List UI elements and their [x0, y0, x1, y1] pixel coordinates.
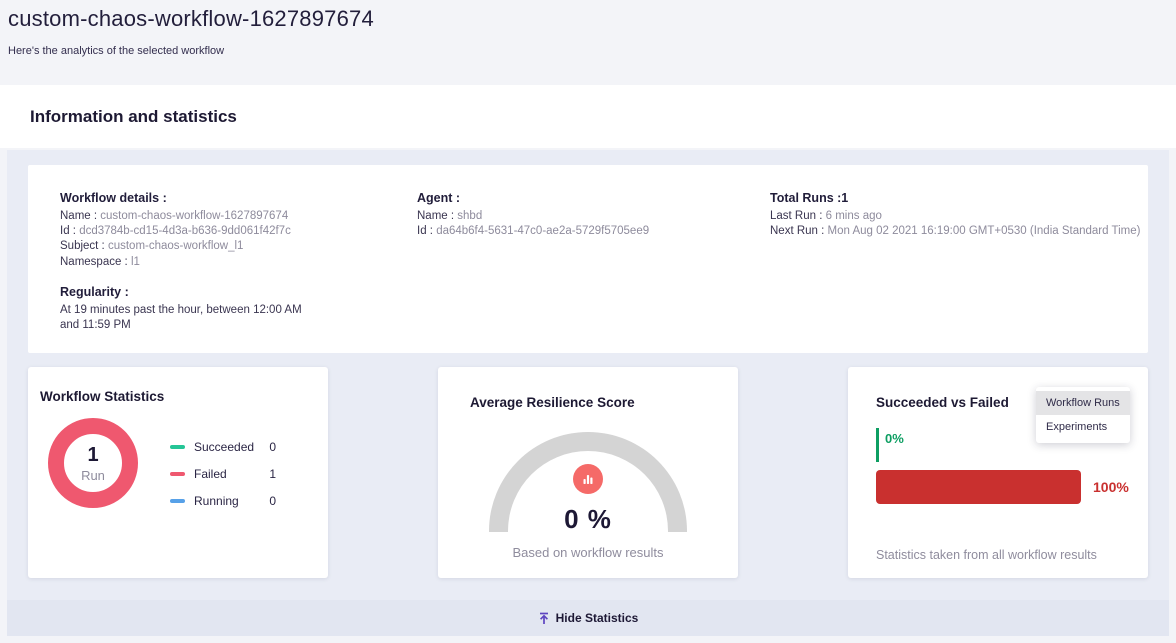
- next-run-row: Next Run : Mon Aug 02 2021 16:19:00 GMT+…: [770, 225, 1141, 238]
- detail-row-subject: Subject : custom-chaos-workflow_l1: [60, 240, 244, 253]
- detail-row-namespace: Namespace : l1: [60, 255, 140, 268]
- content-area: Workflow details : Name : custom-chaos-w…: [7, 150, 1169, 636]
- experiments-menu-item[interactable]: Experiments: [1046, 421, 1108, 433]
- hide-statistics-button[interactable]: Hide Statistics: [538, 611, 639, 625]
- workflow-statistics-title: Workflow Statistics: [40, 389, 165, 404]
- legend-row-failed: Failed 1: [170, 467, 276, 481]
- legend-row-running: Running 0: [170, 494, 276, 508]
- section-title: Information and statistics: [30, 106, 237, 126]
- agent-row-name: Name : shbd: [417, 210, 483, 222]
- succeeded-bar-label: 0%: [885, 431, 904, 446]
- last-run-row: Last Run : 6 mins ago: [770, 210, 882, 222]
- donut-center-value: 1: [87, 443, 99, 466]
- failed-bar: [876, 470, 1081, 504]
- page-header: custom-chaos-workflow-1627897674 Here's …: [0, 0, 1176, 85]
- total-runs-column: Total Runs :1 Last Run : 6 mins ago Next…: [770, 191, 1148, 353]
- donut-legend: Succeeded 0 Failed 1 Running 0: [170, 440, 276, 521]
- donut-center-label: Run: [81, 467, 105, 483]
- detail-row-name: Name : custom-chaos-workflow-1627897674: [60, 210, 289, 222]
- workflow-runs-menu-item[interactable]: Workflow Runs: [1036, 391, 1130, 415]
- bar-chart-icon: [573, 464, 603, 494]
- legend-row-succeeded: Succeeded 0: [170, 440, 276, 454]
- workflow-details-column: Workflow details : Name : custom-chaos-w…: [60, 191, 417, 353]
- statistics-footer-bar: Hide Statistics: [7, 600, 1169, 636]
- resilience-gauge-chart: 0 %: [489, 432, 687, 534]
- section-band: Information and statistics: [0, 85, 1176, 148]
- succeeded-vs-failed-title: Succeeded vs Failed: [876, 395, 1009, 410]
- workflow-statistics-card: Workflow Statistics 1 Run Succeeded 0 Fa…: [28, 367, 328, 578]
- resilience-score-caption: Based on workflow results: [512, 545, 664, 560]
- page-subtitle: Here's the analytics of the selected wor…: [8, 45, 225, 57]
- runs-donut-chart: 1 Run: [48, 418, 138, 508]
- agent-row-id: Id : da64b6f4-5631-47c0-ae2a-5729f5705ee…: [417, 225, 650, 238]
- chart-type-dropdown-menu: Workflow Runs Experiments: [1036, 387, 1130, 443]
- resilience-score-value: 0 %: [564, 504, 612, 534]
- workflow-statistics-body: 1 Run Succeeded 0 Failed 1: [40, 418, 328, 521]
- resilience-score-title: Average Resilience Score: [470, 395, 635, 410]
- statistics-cards-row: Workflow Statistics 1 Run Succeeded 0 Fa…: [28, 367, 1148, 578]
- workflow-details-panel: Workflow details : Name : custom-chaos-w…: [28, 165, 1148, 353]
- resilience-score-card: Average Resilience Score 0 % Based on wo…: [438, 367, 738, 578]
- regularity-heading: Regularity :: [60, 284, 129, 299]
- regularity-text: At 19 minutes past the hour, between 12:…: [60, 303, 302, 332]
- failed-bar-label: 100%: [1093, 479, 1129, 495]
- page-title: custom-chaos-workflow-1627897674: [8, 6, 374, 31]
- detail-row-id: Id : dcd3784b-cd15-4d3a-b636-9dd061f42f7…: [60, 225, 291, 238]
- succeeded-vs-failed-card: Succeeded vs Failed Workflow Runs Experi…: [848, 367, 1148, 578]
- workflow-details-heading: Workflow details :: [60, 191, 167, 205]
- succeeded-vs-failed-caption: Statistics taken from all workflow resul…: [876, 548, 1097, 562]
- succeeded-marker-icon: [170, 445, 185, 449]
- hide-statistics-label: Hide Statistics: [555, 611, 639, 625]
- regularity-block: Regularity : At 19 minutes past the hour…: [60, 285, 417, 333]
- total-runs-heading: Total Runs :1: [770, 191, 849, 205]
- failed-bar-row: 100%: [876, 470, 1148, 504]
- running-marker-icon: [170, 499, 185, 503]
- agent-column: Agent : Name : shbd Id : da64b6f4-5631-4…: [417, 191, 770, 353]
- arrow-up-to-bar-icon: [538, 612, 550, 625]
- succeeded-bar: 0%: [876, 428, 1148, 462]
- failed-marker-icon: [170, 472, 185, 476]
- agent-heading: Agent :: [417, 191, 461, 205]
